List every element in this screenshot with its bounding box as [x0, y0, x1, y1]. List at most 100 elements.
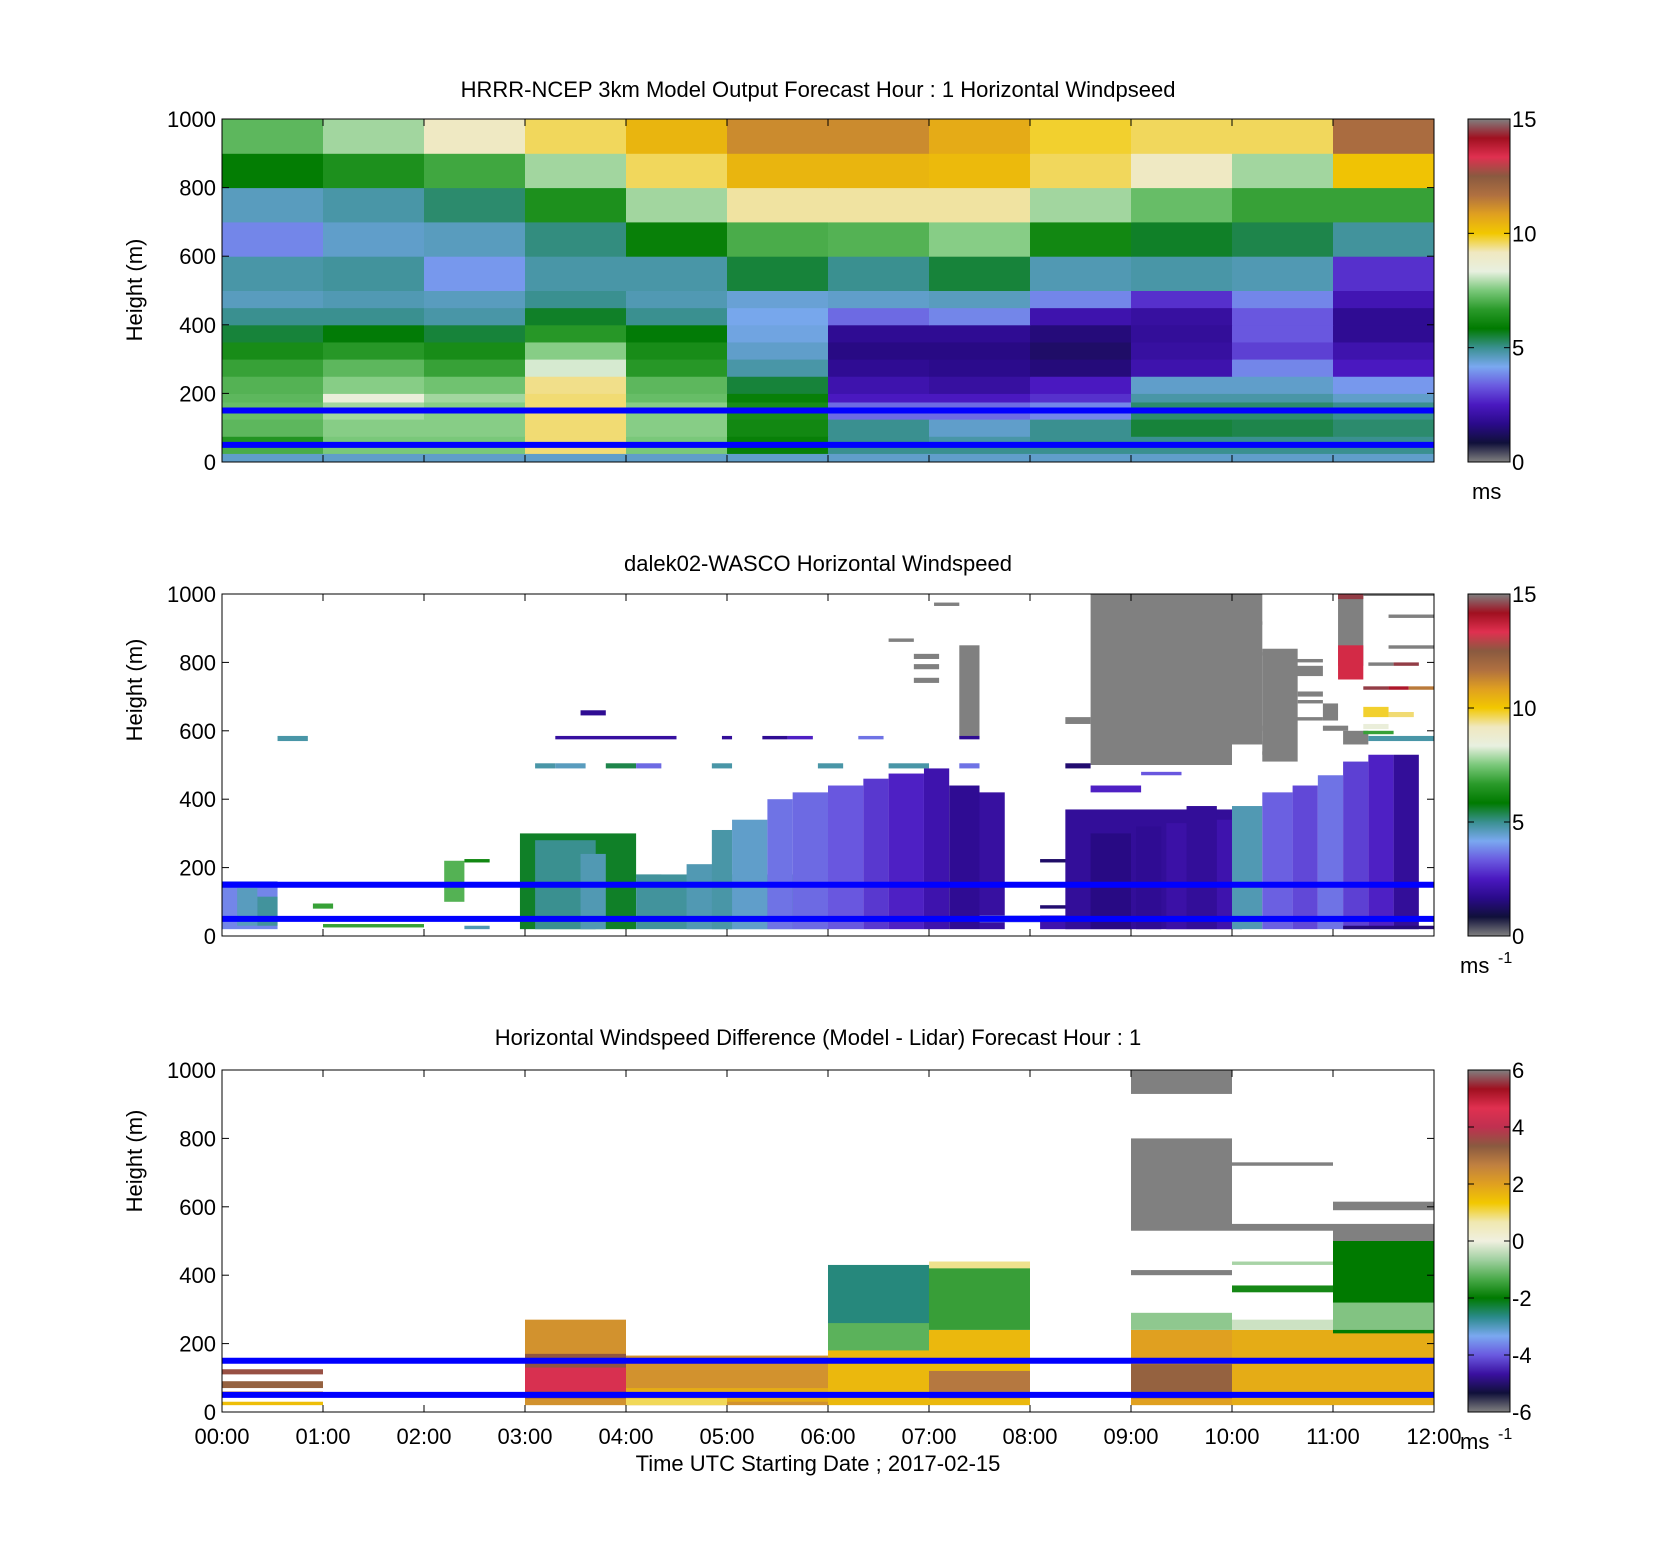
heatmap-cell — [580, 710, 606, 716]
heatmap-cell — [626, 119, 728, 154]
heatmap-cell — [1262, 792, 1293, 930]
difference-panel: Horizontal Windspeed Difference (Model -… — [122, 1025, 1532, 1476]
y-tick-label: 600 — [179, 244, 216, 269]
heatmap-cell — [767, 799, 793, 930]
heatmap-cell — [1131, 444, 1233, 454]
heatmap-cell — [1131, 187, 1233, 223]
heatmap-cell — [1131, 256, 1233, 291]
heatmap-cell — [222, 436, 324, 446]
heatmap-cell — [626, 307, 728, 326]
heatmap-cell — [222, 221, 324, 257]
heatmap-cell — [1030, 393, 1132, 403]
heatmap-cell — [1090, 833, 1131, 930]
x-tick-label: 12:00 — [1406, 1424, 1461, 1449]
reference-lines — [222, 407, 1434, 448]
heatmap-cell — [525, 221, 627, 257]
y-tick-label: 0 — [204, 1400, 216, 1425]
y-tick-label: 0 — [204, 450, 216, 475]
heatmap-cell — [1131, 119, 1233, 154]
heatmap-cell — [222, 119, 324, 154]
heatmap-cell — [1262, 741, 1288, 745]
heatmap-cell — [1333, 436, 1435, 446]
heatmap-cell — [525, 153, 627, 189]
heatmap-cell — [828, 119, 930, 154]
x-tick-label: 10:00 — [1204, 1424, 1259, 1449]
heatmap-cell — [424, 290, 526, 309]
heatmap-cell — [828, 153, 930, 189]
heatmap-cell — [1232, 119, 1334, 154]
colorbar-tick-label: 15 — [1512, 107, 1536, 132]
heatmap-cell — [626, 436, 728, 446]
heatmap-cell — [1232, 1223, 1333, 1231]
heatmap-cell — [525, 376, 627, 394]
colorbar-tick-label: 10 — [1512, 221, 1536, 246]
heatmap-cell — [1090, 594, 1232, 765]
heatmap-cell — [222, 324, 324, 343]
heatmap-cell — [1030, 436, 1132, 446]
y-tick-label: 400 — [179, 1263, 216, 1288]
heatmap-cell — [323, 307, 425, 326]
heatmap-cell — [424, 324, 526, 343]
heatmap-cell — [626, 256, 728, 291]
heatmap-cell — [727, 256, 829, 291]
heatmap-cell — [222, 359, 324, 377]
heatmap-cell — [525, 290, 627, 309]
heatmap-cell — [929, 153, 1031, 189]
heatmap-cell — [727, 341, 829, 360]
heatmap-cell — [444, 860, 465, 902]
heatmap-cell — [1333, 359, 1435, 377]
heatmap-cell — [1292, 658, 1323, 663]
heatmap-cell — [863, 778, 889, 930]
heatmap-cell — [929, 341, 1031, 360]
y-tick-label: 0 — [204, 924, 216, 949]
heatmap-cell — [828, 341, 930, 360]
heatmap-cell — [525, 256, 627, 291]
heatmap-cell — [1292, 665, 1323, 677]
heatmap-cell — [323, 444, 425, 454]
heatmap-cell — [959, 735, 980, 740]
heatmap-cell — [828, 436, 930, 446]
heatmap-cell — [1338, 594, 1364, 600]
heatmap-cell — [277, 735, 308, 742]
heatmap-cell — [626, 153, 728, 189]
x-ticks: 00:00 01:00 02:00 03:00 04:00 05:00 06:00 07:00… — [194, 1070, 1462, 1449]
heatmap-cell — [1232, 341, 1334, 360]
heatmap-cell — [323, 221, 425, 257]
heatmap-cell — [1333, 419, 1435, 437]
heatmap-cell — [1242, 621, 1263, 625]
heatmap-cell — [1363, 706, 1389, 718]
heatmap-cell — [626, 376, 728, 394]
x-tick-label: 04:00 — [598, 1424, 653, 1449]
heatmap-cell — [1343, 730, 1369, 745]
colorbar-bar — [1467, 1069, 1511, 1413]
heatmap-cell — [888, 638, 914, 642]
colorbar-unit: ms — [1460, 1429, 1489, 1454]
heatmap-cell — [727, 376, 829, 394]
heatmap-cell — [1333, 307, 1435, 326]
heatmap-cell — [312, 903, 334, 909]
colorbar: 0 5 10 15 ms -1 — [1460, 582, 1536, 978]
heatmap-cell — [828, 187, 930, 223]
heatmap-cell — [1131, 1138, 1232, 1231]
heatmap-cell — [626, 221, 728, 257]
heatmap-cell — [424, 453, 526, 463]
heatmap-cell — [762, 735, 788, 740]
colorbar: -6 -4 -2 0 2 4 6 ms -1 — [1460, 1058, 1532, 1454]
heatmap-cell — [1232, 221, 1334, 257]
y-tick-label: 1000 — [167, 107, 216, 132]
colorbar-tick-label: 0 — [1512, 924, 1524, 949]
reference-lines — [222, 1357, 1434, 1398]
x-tick-label: 11:00 — [1306, 1424, 1359, 1449]
heatmap-cell — [1333, 153, 1435, 189]
colorbar-tick-label: 6 — [1512, 1058, 1524, 1083]
heatmap-cell — [222, 1381, 323, 1389]
heatmap-cell — [525, 444, 627, 454]
heatmap-cell — [1030, 324, 1132, 343]
colorbar-tick-label: 2 — [1512, 1172, 1524, 1197]
heatmap-cell — [323, 290, 425, 309]
heatmap-cell — [929, 444, 1031, 454]
heatmap-cell — [323, 359, 425, 377]
heatmap-cell — [1363, 723, 1389, 730]
heatmap-cell — [525, 1367, 626, 1392]
heatmap-cell — [727, 419, 829, 437]
